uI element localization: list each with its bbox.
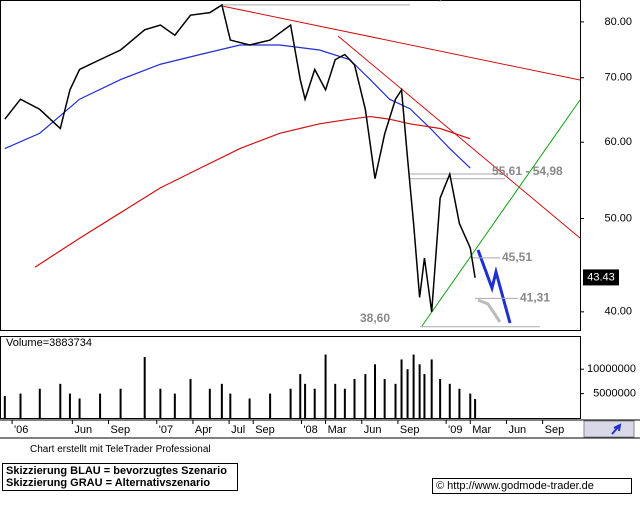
volume-bar	[304, 383, 307, 418]
volume-bar	[59, 383, 62, 418]
x-tick-label: '06	[14, 424, 28, 436]
trendline	[221, 5, 581, 81]
trendline	[337, 35, 581, 239]
volume-bar	[3, 396, 6, 418]
volume-bar	[248, 398, 251, 418]
last-price-box	[583, 269, 619, 286]
x-tick-label: '09	[448, 424, 462, 436]
last-price: 43.43	[587, 271, 615, 283]
volume-bar	[38, 388, 41, 418]
volume-bar	[364, 374, 367, 418]
price-line	[4, 3, 476, 312]
price-panel	[0, 0, 581, 331]
tool-icon	[583, 420, 635, 438]
chart: Volume=3883734 40.00 50.00 60.00 70.00 80.00…	[0, 0, 640, 439]
annotation: 83,33	[425, 0, 455, 3]
volume-bar	[159, 388, 162, 418]
x-tick-label: Jun	[508, 424, 526, 436]
tool-icon-arrow	[611, 423, 622, 435]
volume-bar	[313, 388, 316, 418]
moving-average	[4, 44, 471, 169]
trendline	[421, 99, 581, 327]
x-tick-label: Mar	[472, 424, 491, 436]
volume-bar	[430, 359, 433, 418]
volume-bar	[423, 374, 426, 418]
x-tick-label: Mar	[328, 424, 347, 436]
legend-text: Skizzierung GRAU = Alternativszenario	[6, 477, 211, 489]
volume-bar	[439, 378, 442, 418]
y-tick-label: 50.00	[604, 212, 632, 224]
preferred-scenario	[476, 249, 512, 324]
volume-bar	[229, 393, 232, 418]
x-tick-label: Sep	[111, 424, 131, 436]
x-tick-label: '07	[159, 424, 173, 436]
volume-bar	[78, 398, 81, 418]
y-tick-label: 40.00	[604, 306, 632, 318]
alternative-scenario	[477, 298, 502, 323]
volume-bar	[353, 378, 356, 418]
volume-bar	[189, 378, 192, 418]
volume-bar	[406, 369, 409, 418]
y-tick-label: 80.00	[604, 16, 632, 28]
volume-bar	[383, 378, 386, 418]
volume-bar	[208, 388, 211, 418]
y-tick-label: 5000000	[593, 388, 636, 400]
volume-bar	[394, 383, 397, 418]
volume-title: Volume=3883734	[6, 337, 92, 349]
annotation: 55,61 - 54,98	[492, 164, 563, 178]
volume-bar	[469, 393, 472, 418]
y-tick-label: 10000000	[587, 363, 636, 375]
moving-average	[34, 115, 471, 268]
annotation: 38,60	[360, 311, 390, 325]
volume-bar	[324, 354, 327, 418]
volume-bar	[400, 359, 403, 418]
volume-bar	[343, 388, 346, 418]
volume-bar	[99, 393, 102, 418]
x-tick-label: Apr	[195, 424, 212, 436]
x-tick-label: '08	[303, 424, 317, 436]
volume-bar	[334, 383, 337, 418]
x-tick-label: Sep	[255, 424, 275, 436]
source: © http://www.godmode-trader.de	[432, 478, 632, 494]
y-tick-label: 70.00	[604, 72, 632, 84]
volume-bar	[119, 388, 122, 418]
x-tick-label: Sep	[545, 424, 565, 436]
credit: Chart erstellt mit TeleTrader Profession…	[30, 444, 211, 455]
volume-bar	[299, 374, 302, 418]
volume-bar	[173, 393, 176, 418]
annotation: 45,51	[502, 250, 532, 264]
x-tick-label: Sep	[400, 424, 420, 436]
volume-bar	[220, 383, 223, 418]
legend-text: Skizzierung BLAU = bevorzugtes Szenario	[6, 465, 227, 477]
legend-box: Skizzierung BLAU = bevorzugtes Szenario …	[2, 463, 238, 491]
volume-bar	[269, 393, 272, 418]
x-tick-label: Jul	[231, 424, 245, 436]
volume-bar	[412, 354, 415, 418]
volume-bar	[68, 393, 71, 418]
volume-bar	[448, 383, 451, 418]
volume-bar	[289, 388, 292, 418]
annotation: 41,31	[520, 291, 550, 305]
y-tick-label: 60.00	[604, 136, 632, 148]
volume-bar	[474, 399, 477, 418]
volume-bar	[458, 388, 461, 418]
volume-bar	[374, 364, 377, 418]
volume-bar	[143, 357, 146, 418]
x-tick-label: Jun	[364, 424, 382, 436]
volume-bar	[418, 364, 421, 418]
x-tick-label: Jun	[74, 424, 92, 436]
volume-bar	[19, 393, 22, 418]
